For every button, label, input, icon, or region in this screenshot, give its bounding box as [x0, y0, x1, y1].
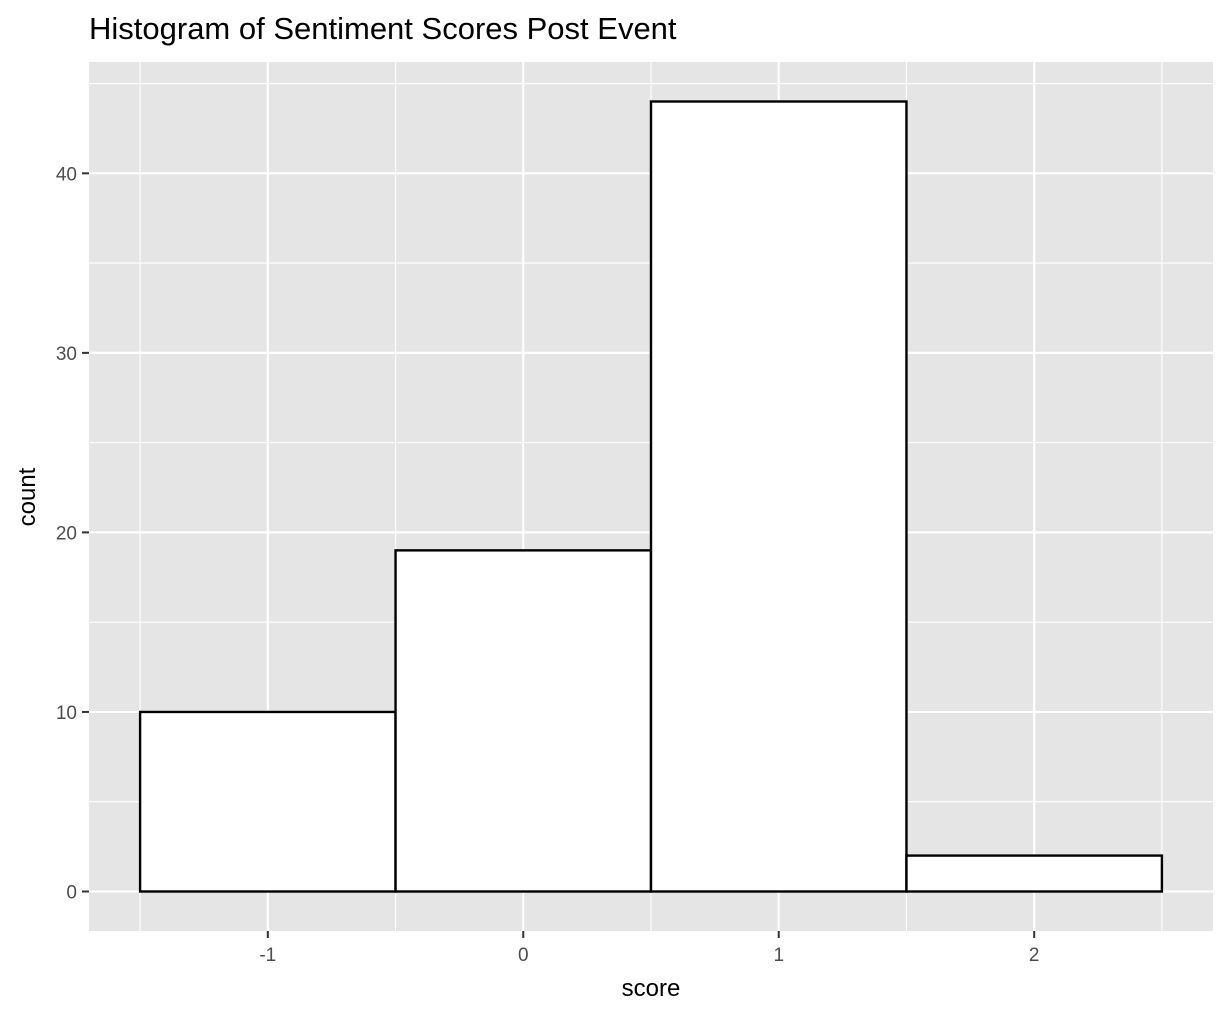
chart-title: Histogram of Sentiment Scores Post Event — [89, 11, 677, 46]
histogram-bar — [905, 854, 1164, 893]
y-axis-title: count — [14, 467, 41, 526]
x-axis: -1 0 1 2 — [259, 931, 1039, 966]
histogram-bars — [138, 100, 1164, 893]
histogram-bar — [649, 100, 908, 893]
y-tick-label: 40 — [56, 164, 77, 185]
x-tick-label: 1 — [773, 945, 784, 966]
y-tick-label: 0 — [66, 883, 77, 904]
x-tick-label: 0 — [518, 945, 529, 966]
y-axis: 0 10 20 30 40 — [56, 164, 89, 904]
y-tick-label: 30 — [56, 344, 77, 365]
x-axis-title: score — [622, 975, 681, 1002]
y-tick-label: 10 — [56, 703, 77, 724]
y-tick-label: 20 — [56, 523, 77, 544]
x-tick-label: 2 — [1029, 945, 1040, 966]
histogram-bar — [138, 710, 397, 893]
histogram-bar — [394, 549, 653, 893]
x-tick-label: -1 — [259, 945, 276, 966]
